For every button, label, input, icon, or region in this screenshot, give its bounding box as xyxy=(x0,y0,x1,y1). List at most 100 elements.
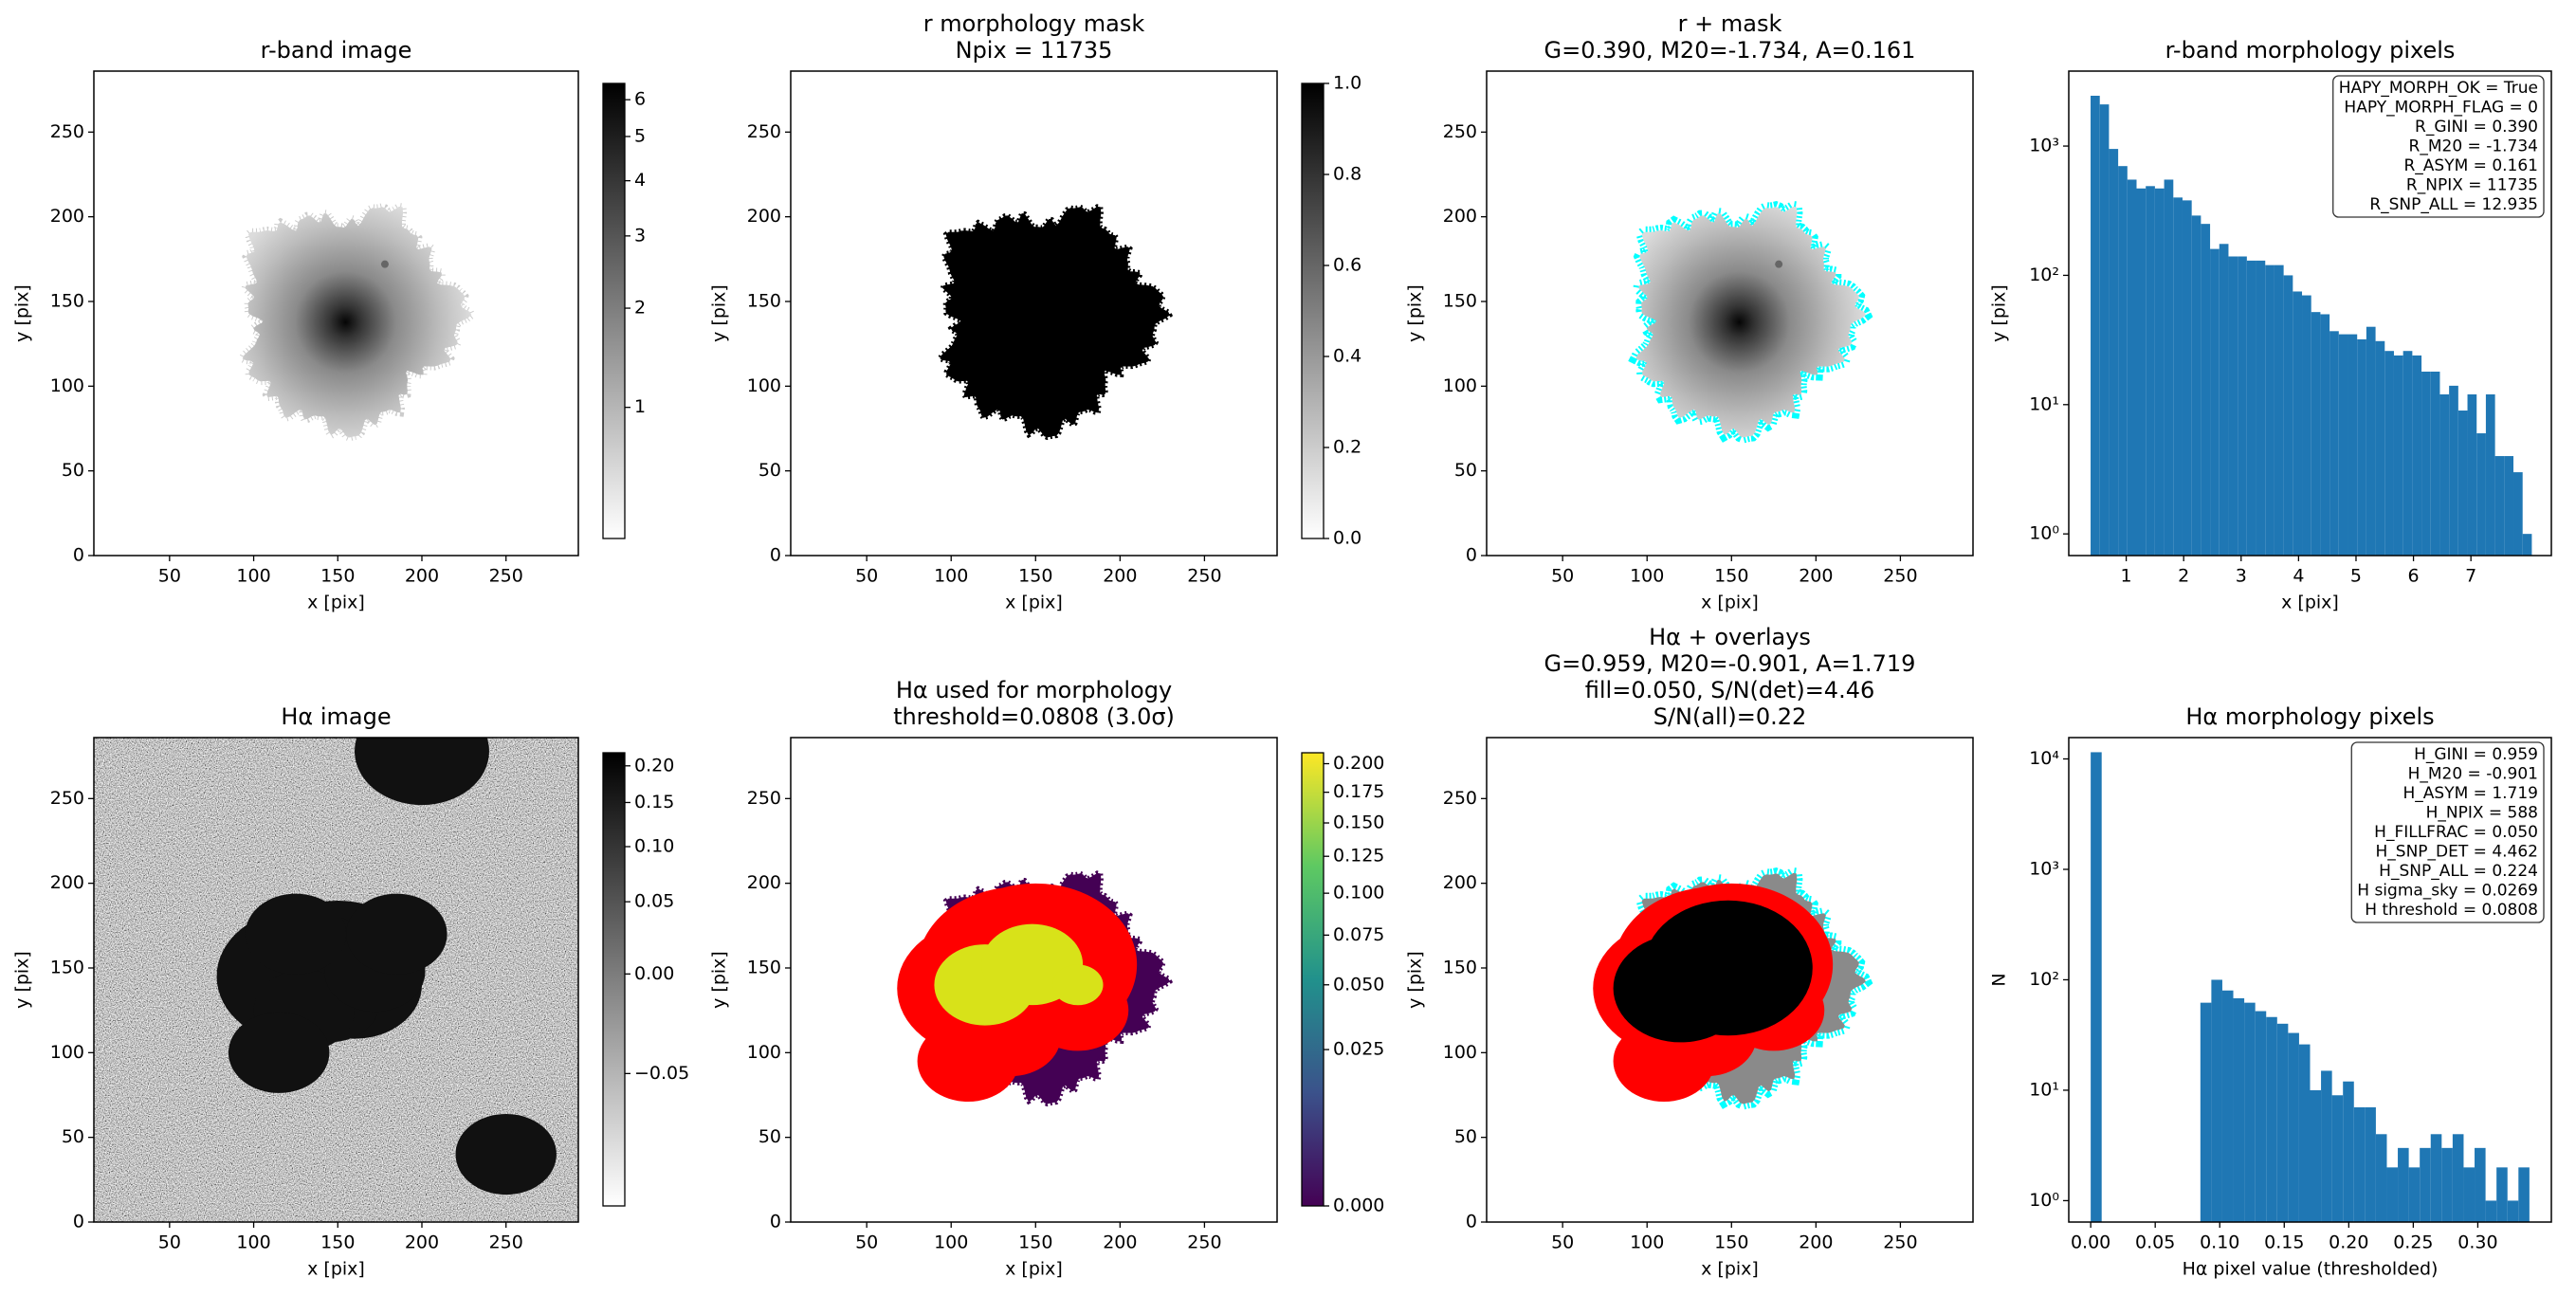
bar xyxy=(2365,1106,2376,1222)
colorbar-tick-label: 0.8 xyxy=(1333,164,1361,185)
annotation-frame xyxy=(2350,741,2545,923)
x-tick-label: 1 xyxy=(2121,566,2132,587)
y-tick-label: 150 xyxy=(747,957,781,977)
plot-area xyxy=(94,738,578,1222)
panel-title: fill=0.050, S/N(det)=4.46 xyxy=(1585,677,1874,703)
bar xyxy=(2375,1134,2387,1222)
annotation-frame xyxy=(2332,75,2545,218)
bar xyxy=(2366,326,2376,556)
bar xyxy=(2136,188,2147,556)
y-tick-label: 200 xyxy=(50,872,84,893)
y-tick-label: 10³ xyxy=(2029,136,2059,156)
panel: 1 2 3 4 5 6 7 10⁰ 10¹ 10² 10³ x [pix] y [pix] r-band … xyxy=(1989,37,2552,613)
bright-spot xyxy=(1613,934,1749,1043)
bright-spot xyxy=(1052,964,1104,1006)
y-axis-label: y [pix] xyxy=(12,951,33,1009)
y-tick-label: 250 xyxy=(747,121,781,142)
plot-area xyxy=(2091,95,2532,556)
x-tick-label: 200 xyxy=(1799,566,1833,587)
y-tick-label: 200 xyxy=(747,872,781,893)
bar xyxy=(2402,351,2413,556)
y-tick-label: 50 xyxy=(62,460,84,481)
bar xyxy=(2320,314,2330,556)
y-tick-label: 250 xyxy=(1443,121,1477,142)
y-tick-label: 100 xyxy=(1443,1042,1477,1063)
bar xyxy=(2219,244,2229,556)
annotation-line: H_SNP_ALL = 0.224 xyxy=(2379,862,2538,881)
x-tick-label: 50 xyxy=(855,1232,878,1253)
annotation-line: H_NPIX = 588 xyxy=(2426,804,2538,823)
y-tick-label: 200 xyxy=(747,206,781,227)
emission-spot xyxy=(455,1113,557,1196)
bar xyxy=(2496,1167,2508,1222)
colorbar-tick-label: 0.6 xyxy=(1333,255,1361,276)
bar xyxy=(2118,166,2128,556)
panel-title: Hα used for morphology xyxy=(896,677,1172,703)
y-axis-label: y [pix] xyxy=(1405,951,1426,1009)
y-tick-label: 10¹ xyxy=(2029,393,2059,414)
colorbar-tick-label: 1 xyxy=(634,396,646,417)
annotation-line: H_SNP_DET = 4.462 xyxy=(2376,843,2538,862)
bar xyxy=(2265,265,2275,556)
colorbar-tick-label: 0.200 xyxy=(1333,753,1384,774)
plot-area xyxy=(2091,752,2530,1222)
x-tick-label: 50 xyxy=(855,566,878,587)
bar xyxy=(2348,334,2358,556)
bar xyxy=(2211,979,2222,1222)
panel-title: r-band morphology pixels xyxy=(2165,37,2456,64)
x-tick-label: 250 xyxy=(1883,566,1917,587)
colorbar-tick-label: 2 xyxy=(634,298,646,319)
y-tick-label: 50 xyxy=(1454,460,1477,481)
x-axis-label: Hα pixel value (thresholded) xyxy=(2183,1259,2439,1280)
bar xyxy=(2421,371,2431,556)
bar xyxy=(2310,1089,2322,1222)
y-tick-label: 50 xyxy=(758,460,781,481)
x-tick-label: 100 xyxy=(236,566,270,587)
x-tick-label: 150 xyxy=(1714,566,1748,587)
colorbar-tick-label: 0.05 xyxy=(634,891,674,912)
bar xyxy=(2457,411,2468,556)
bar xyxy=(2293,291,2303,556)
bar xyxy=(2182,200,2192,556)
colorbar-tick-label: 0.2 xyxy=(1333,437,1361,458)
x-tick-label: 250 xyxy=(1187,566,1221,587)
y-tick-label: 10² xyxy=(2029,265,2059,285)
annotation-line: HAPY_MORPH_FLAG = 0 xyxy=(2344,99,2538,118)
y-tick-label: 50 xyxy=(758,1126,781,1147)
bar xyxy=(2298,1044,2311,1222)
bar xyxy=(2164,179,2174,556)
axes-frame xyxy=(1486,737,1974,1223)
bar xyxy=(2191,215,2201,556)
bar xyxy=(2386,1167,2399,1222)
panel-title: Hα image xyxy=(281,703,391,730)
y-tick-label: 0 xyxy=(73,1212,84,1232)
bar xyxy=(2200,1002,2212,1222)
x-tick-label: 4 xyxy=(2293,566,2304,587)
x-axis-label: x [pix] xyxy=(307,593,365,613)
bar xyxy=(2375,340,2385,556)
y-tick-label: 100 xyxy=(747,1042,781,1063)
bar xyxy=(2338,334,2348,556)
x-tick-label: 200 xyxy=(1103,1232,1137,1253)
x-tick-label: 200 xyxy=(405,1232,439,1253)
panel-title: threshold=0.0808 (3.0σ) xyxy=(893,703,1175,730)
y-tick-label: 0 xyxy=(770,1212,781,1232)
x-tick-label: 0.15 xyxy=(2264,1232,2304,1253)
plot-area xyxy=(936,204,1174,441)
x-tick-label: 5 xyxy=(2350,566,2362,587)
bar xyxy=(2430,1134,2442,1222)
x-tick-label: 6 xyxy=(2408,566,2420,587)
annotation-line: R_NPIX = 11735 xyxy=(2406,176,2538,195)
colorbar xyxy=(602,752,626,1207)
annotation-line: H threshold = 0.0808 xyxy=(2365,901,2538,920)
y-axis-label: y [pix] xyxy=(709,284,730,342)
bar xyxy=(2393,355,2403,556)
panel-title: Hα + overlays xyxy=(1649,624,1811,650)
annotation-line: R_GINI = 0.390 xyxy=(2415,118,2538,137)
panel-title: S/N(all)=0.22 xyxy=(1653,703,1807,730)
y-tick-label: 200 xyxy=(50,206,84,227)
y-tick-label: 150 xyxy=(50,290,84,311)
y-tick-label: 150 xyxy=(747,290,781,311)
